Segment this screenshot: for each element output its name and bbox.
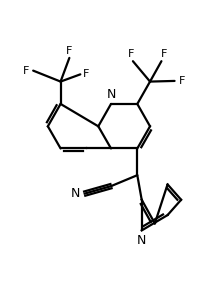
Text: N: N [106,88,116,101]
Text: F: F [22,66,29,76]
Text: F: F [66,46,73,56]
Text: F: F [83,69,89,79]
Text: F: F [161,49,167,59]
Text: N: N [71,187,80,200]
Text: F: F [128,49,134,59]
Text: N: N [137,234,146,247]
Text: F: F [179,76,185,86]
